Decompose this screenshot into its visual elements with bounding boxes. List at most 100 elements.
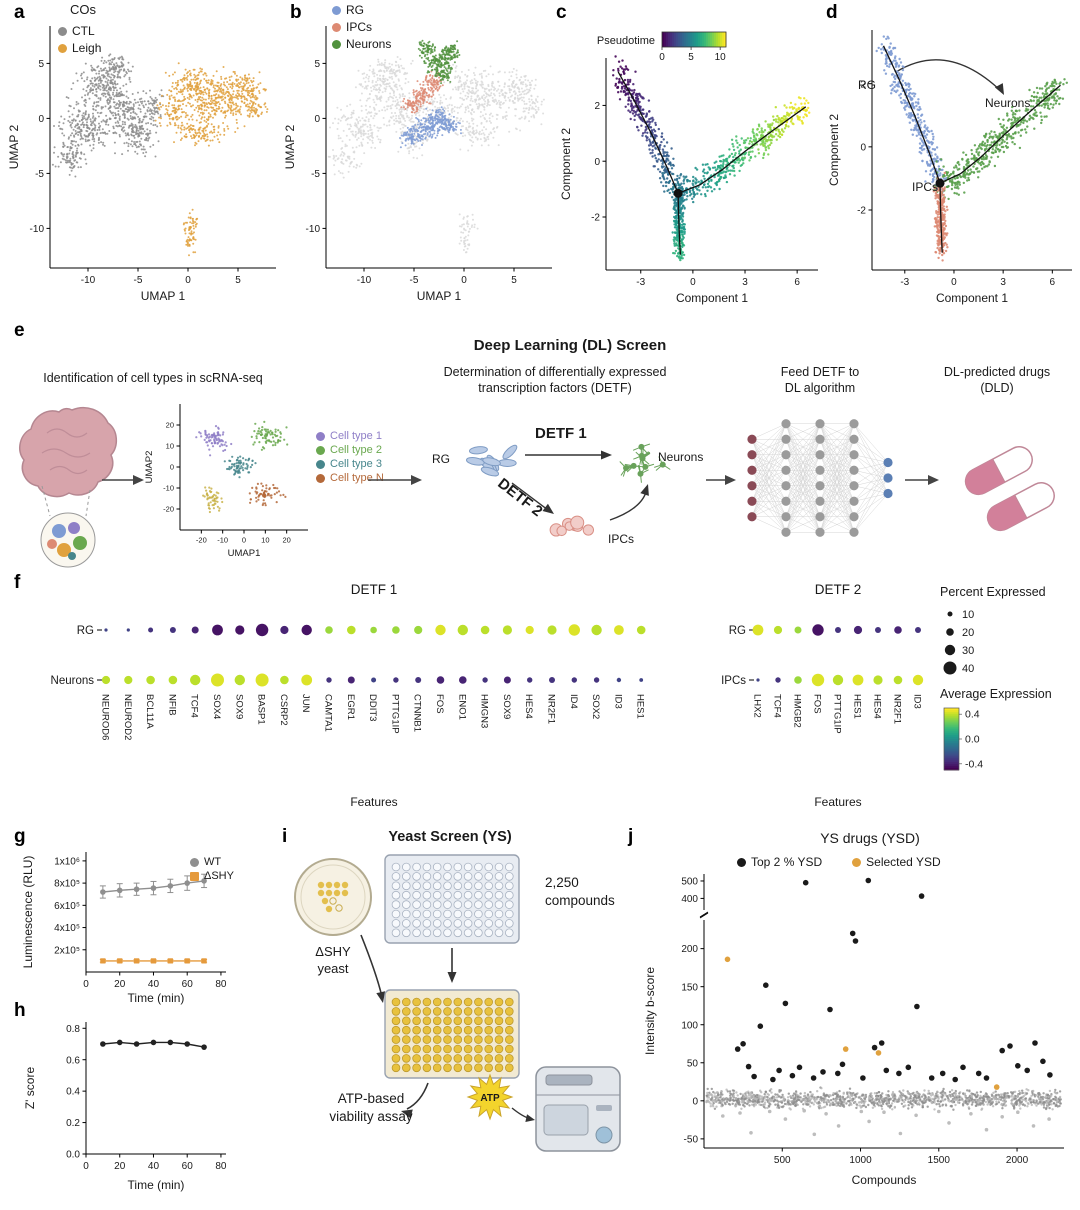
assay-caption: ATP-based viability assay <box>296 1090 446 1125</box>
svg-text:5: 5 <box>38 59 44 70</box>
step2-caption: Determination of differentially expresse… <box>420 364 690 397</box>
svg-text:0: 0 <box>314 114 320 125</box>
luminescence-legend: WT ΔSHY <box>190 856 234 882</box>
legend-item: Cell type 3 <box>316 458 384 470</box>
atp-label: ATP <box>480 1093 500 1104</box>
step2-line1: Determination of differentially expresse… <box>443 365 667 379</box>
detf2-arrow <box>511 482 549 511</box>
panel-c-label: c <box>556 2 567 23</box>
flow-arrow-icon <box>905 475 939 485</box>
plate-to-assay-arrow <box>406 1082 429 1110</box>
legend-item: Selected YSD <box>852 855 941 869</box>
svg-text:-10: -10 <box>357 275 372 286</box>
panel-g-label: g <box>14 826 26 847</box>
petri-dish-icon <box>294 858 372 936</box>
neural-network-icon <box>747 419 893 537</box>
annotation-ipcs: IPCs <box>912 180 939 194</box>
svg-text:0: 0 <box>690 277 696 288</box>
dshy-line: ΔSHY <box>315 944 351 959</box>
annotation-rg: RG <box>858 78 876 92</box>
flow-arrow-icon <box>706 475 736 485</box>
neuron-cells-icon <box>619 443 671 483</box>
mini-umap-legend: Cell type 1 Cell type 2 Cell type 3 Cell ty… <box>316 430 384 484</box>
svg-text:-3: -3 <box>636 277 645 288</box>
atp-burst-icon: ATP <box>466 1073 514 1121</box>
legend-item: WT <box>190 856 234 868</box>
legend-item: RG <box>332 3 391 17</box>
svg-text:6: 6 <box>794 277 800 288</box>
svg-text:UMAP 1: UMAP 1 <box>417 289 462 303</box>
legend-item: Top 2 % YSD <box>737 855 822 869</box>
detf-ipcs-label: IPCs <box>608 532 635 546</box>
svg-text:UMAP 2: UMAP 2 <box>7 124 21 169</box>
ysd-title: YS drugs (YSD) <box>820 830 920 846</box>
svg-text:-5: -5 <box>311 169 320 180</box>
assay-line2: viability assay <box>329 1108 413 1124</box>
step2-line2: transcription factors (DETF) <box>478 381 632 396</box>
legend-marker-icon <box>737 857 746 867</box>
panel-b-label: b <box>290 2 302 23</box>
svg-text:-2: -2 <box>591 213 600 224</box>
brain-organoid-icon <box>19 406 117 568</box>
ysd-legend: Top 2 % YSD Selected YSD <box>737 855 941 869</box>
yeast-line: yeast <box>317 960 349 976</box>
legend-item: Cell type N <box>316 472 384 484</box>
svg-text:-10: -10 <box>30 224 45 235</box>
legend-marker-icon <box>58 43 67 53</box>
svg-text:2: 2 <box>594 101 600 112</box>
compound-count: 2,250 <box>545 875 579 890</box>
step3-line1: Feed DETF to <box>780 365 860 379</box>
arrowhead-icon <box>401 1109 413 1119</box>
yeast-screen-title: Yeast Screen (YS) <box>388 829 512 845</box>
assay-line1: ATP-based <box>337 1091 405 1106</box>
panel-h-label: h <box>14 1000 26 1021</box>
compound-count-caption: 2,250 compounds <box>545 874 615 909</box>
step4-line2: (DLD) <box>980 381 1014 396</box>
arrowhead-icon <box>994 83 1004 95</box>
ipc-cells-icon <box>549 515 595 537</box>
legend-marker-icon <box>316 473 325 483</box>
svg-text:5: 5 <box>235 275 241 286</box>
umap-celltypes-plot: -10 -5 0 5 5 0 -5 -10 UMAP 1 UMAP 2 <box>283 26 552 303</box>
panel-i-label: i <box>282 826 288 847</box>
rg-cells-icon <box>465 444 518 477</box>
legend-marker-icon <box>316 459 325 469</box>
panel-e-label: e <box>14 320 25 341</box>
yeast-screen-diagram: ATP <box>294 854 621 1152</box>
detf-neurons-label: Neurons <box>658 450 704 464</box>
flow-arrow-icon <box>368 475 422 485</box>
arrowhead-icon <box>376 991 386 1003</box>
step3-caption: Feed DETF to DL algorithm <box>745 364 895 397</box>
panel-j-label: j <box>628 826 634 847</box>
detf-diagram <box>465 443 671 537</box>
rg-to-neurons-arrow <box>895 59 1003 93</box>
detf1-label: DETF 1 <box>535 425 587 442</box>
svg-text:Component 2: Component 2 <box>559 128 573 200</box>
legend-item: CTL <box>58 24 101 38</box>
compound-plate-icon <box>384 854 520 944</box>
plate-reader-icon <box>535 1066 621 1152</box>
legend-marker-icon <box>316 445 325 455</box>
legend-marker-icon <box>316 431 325 441</box>
legend-item: ΔSHY <box>190 870 234 882</box>
svg-text:UMAP 1: UMAP 1 <box>141 289 186 303</box>
legend-marker-icon <box>332 5 341 15</box>
svg-text:-5: -5 <box>35 169 44 180</box>
svg-text:0: 0 <box>185 275 191 286</box>
legend-marker-icon <box>852 857 862 867</box>
dshy-yeast-caption: ΔSHY yeast <box>298 944 368 978</box>
legend-marker-icon <box>190 857 199 867</box>
legend-marker-icon <box>58 26 67 36</box>
step4-line1: DL-predicted drugs <box>943 365 1051 379</box>
assay-plate-icon <box>384 989 520 1079</box>
drug-pills-icon <box>964 446 1055 532</box>
arrowhead-icon <box>447 972 457 983</box>
svg-text:-5: -5 <box>410 275 419 286</box>
